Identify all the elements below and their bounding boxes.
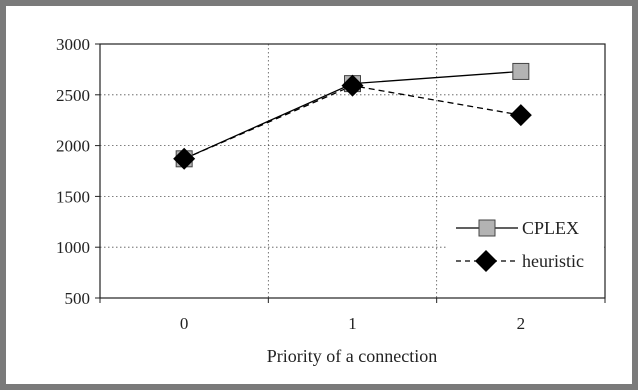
legend-cplex-label: CPLEX — [522, 218, 579, 238]
y-tick-label: 1000 — [56, 238, 90, 257]
x-axis-title: Priority of a connection — [267, 346, 437, 366]
data-point-heuristic — [173, 147, 196, 170]
axes: 500 1000 1500 2000 2500 3000 0 1 2 — [56, 35, 606, 333]
legend-heuristic-label: heuristic — [522, 251, 584, 271]
x-tick-label: 0 — [180, 314, 189, 333]
data-point-cplex — [512, 62, 530, 80]
y-tick-label: 1500 — [56, 187, 90, 206]
legend-box — [447, 210, 602, 275]
series-layer — [173, 62, 532, 170]
y-tick-label: 2500 — [56, 86, 90, 105]
y-tick-label: 3000 — [56, 35, 90, 54]
y-tick-label: 2000 — [56, 137, 90, 156]
plot-area — [99, 43, 606, 299]
legend-heuristic-marker — [475, 250, 497, 272]
x-tick-label: 1 — [348, 314, 357, 333]
x-tick-label: 2 — [517, 314, 526, 333]
legend: CPLEX heuristic — [447, 210, 602, 275]
legend-cplex-marker — [478, 219, 496, 237]
data-point-heuristic — [341, 74, 364, 97]
y-tick-label: 500 — [65, 289, 91, 308]
data-point-heuristic — [509, 104, 532, 127]
